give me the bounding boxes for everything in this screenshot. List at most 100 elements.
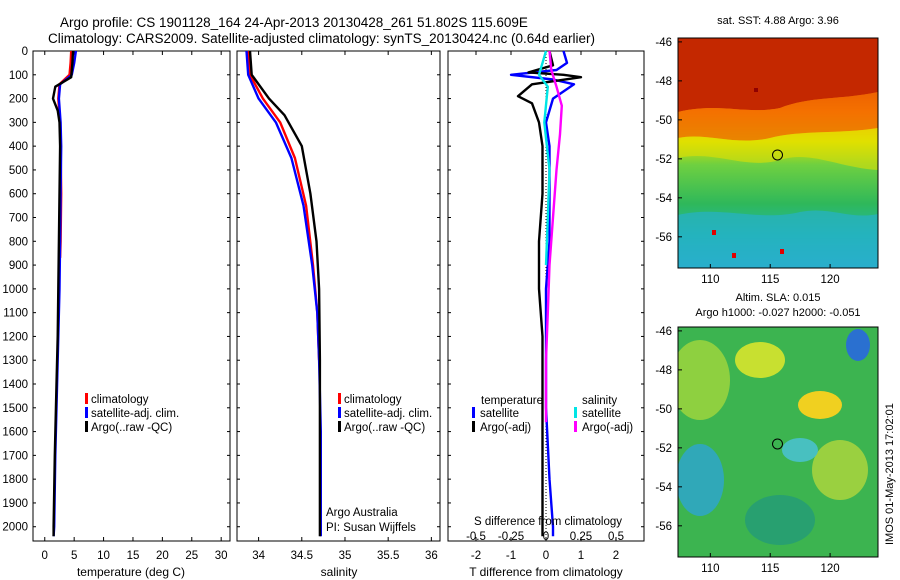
depth-tick-label: 2000	[2, 522, 28, 534]
map-lat-label: -46	[655, 326, 672, 338]
sst-map-field	[678, 38, 878, 268]
depth-tick-label: 300	[9, 117, 28, 129]
map-lat-label: -48	[655, 365, 672, 377]
sla-map-frame	[677, 326, 879, 558]
depth-tick-label: 200	[9, 94, 28, 106]
sst-pixel-4	[754, 88, 758, 92]
map-lon-label: 115	[761, 563, 779, 575]
x-tick-label: 1	[578, 550, 584, 562]
difference-top-label: S difference from climatology	[474, 516, 622, 528]
x-tick-label: -2	[471, 550, 481, 562]
x-tick-label: 35	[339, 550, 352, 562]
sst-map-frame	[677, 37, 879, 269]
depth-tick-label: 500	[9, 165, 28, 177]
salinity-legend: climatology satellite-adj. clim. Argo(..…	[338, 393, 432, 434]
sla-map-subtitle: Argo h1000: -0.027 h2000: -0.051	[695, 307, 860, 319]
header-line2: Climatology: CARS2009. Satellite-adjuste…	[48, 31, 595, 46]
legend-label-argo: Argo(..raw -QC)	[344, 422, 425, 434]
legend-title-temperature: temperature	[481, 395, 543, 407]
s-diff-tick-label: 0.25	[570, 531, 592, 543]
argo-location-marker	[772, 149, 784, 161]
series-line-salinity-satellite	[537, 50, 551, 266]
s-diff-tick-label: -0.5	[466, 531, 486, 543]
sla-anomaly-3	[798, 391, 842, 419]
sst-map-title: sat. SST: 4.88 Argo: 3.96	[717, 15, 839, 27]
sst-map-axes: -46 -48 -50 -52 -54 -56 110 115 120	[655, 37, 839, 286]
legend-label-temp-argo: Argo(-adj)	[480, 422, 531, 434]
depth-tick-label: 1600	[2, 427, 28, 439]
depth-tick-label: 600	[9, 189, 28, 201]
sla-map-field	[678, 327, 878, 557]
map-lat-label: -52	[655, 154, 672, 166]
legend-label-sal-satellite: satellite	[582, 408, 621, 420]
x-tick-label: 30	[215, 550, 228, 562]
x-tick-label: 0	[543, 550, 549, 562]
temperature-xlabel: temperature (deg C)	[77, 565, 185, 579]
x-tick-label: 34.5	[291, 550, 313, 562]
sla-anomaly-8	[782, 438, 818, 462]
legend-swatch-sal-argo	[574, 421, 577, 432]
depth-tick-label: 1000	[2, 284, 28, 296]
legend-swatch-argo	[85, 421, 88, 432]
depth-axis: 0 100 200 300 400 500 600 700 800 900 1000 1100 1200…	[2, 46, 28, 534]
legend-title-salinity: salinity	[582, 395, 617, 407]
x-tick-label: 36	[425, 550, 438, 562]
series-line-temperature-argo-adj-	[516, 50, 583, 537]
series-line-temperature-satellite	[509, 50, 576, 537]
sla-anomaly-7	[812, 440, 868, 500]
map-lat-label: -50	[655, 115, 672, 127]
depth-tick-label: 0	[22, 46, 28, 58]
sla-map-title: Altim. SLA: 0.015	[736, 292, 821, 304]
sla-anomaly-4	[846, 329, 870, 361]
depth-tick-label: 400	[9, 141, 28, 153]
salinity-panel-frame	[236, 50, 441, 542]
sla-anomaly-1	[678, 340, 730, 420]
x-tick-label: 10	[97, 550, 110, 562]
series-line-salinity-argo-adj-	[544, 50, 563, 423]
x-tick-label: 25	[185, 550, 198, 562]
legend-label-satellite: satellite-adj. clim.	[344, 408, 432, 420]
s-diff-tick-label: 0.5	[608, 531, 624, 543]
map-lat-label: -50	[655, 404, 672, 416]
x-tick-label: 5	[71, 550, 77, 562]
temperature-legend: climatology satellite-adj. clim. Argo(..…	[85, 393, 179, 434]
map-lat-label: -56	[655, 232, 672, 244]
temperature-panel-frame	[32, 50, 231, 542]
map-lat-label: -52	[655, 443, 672, 455]
x-tick-label: 15	[127, 550, 140, 562]
depth-tick-label: 1100	[3, 308, 28, 320]
map-lat-label: -54	[655, 482, 672, 494]
depth-tick-label: 100	[9, 70, 28, 82]
map-lon-label: 115	[761, 274, 779, 286]
series-line-satellite-adj-clim-	[52, 50, 78, 537]
map-lat-label: -46	[655, 37, 672, 49]
map-lon-label: 110	[701, 274, 719, 286]
depth-tick-label: 700	[9, 213, 28, 225]
legend-swatch-temp-argo	[472, 421, 475, 432]
sst-yellow-band	[678, 128, 878, 170]
difference-legend: temperature salinity satellite Argo(-adj…	[472, 395, 633, 434]
sst-pixel-2	[732, 253, 736, 258]
sla-anomaly-6	[745, 495, 815, 545]
depth-tick-label: 1800	[2, 474, 28, 486]
map-lon-label: 120	[821, 563, 840, 575]
series-line-argo-raw-qc-	[51, 50, 75, 537]
legend-label-climatology: climatology	[91, 394, 149, 406]
sst-cool-band	[678, 210, 878, 268]
legend-label-climatology: climatology	[344, 394, 402, 406]
depth-tick-label: 1200	[2, 331, 28, 343]
difference-xlabel: T difference from climatology	[469, 565, 623, 579]
x-tick-label: 35.5	[377, 550, 399, 562]
map-lon-label: 110	[701, 563, 719, 575]
sst-warm-band	[678, 38, 878, 112]
depth-tick-label: 1300	[2, 355, 28, 367]
legend-label-temp-satellite: satellite	[480, 408, 519, 420]
salinity-xlabel: salinity	[321, 565, 358, 579]
depth-tick-label: 900	[9, 260, 28, 272]
series-line-satellite-adj-clim-	[245, 50, 322, 537]
sla-anomaly-2	[735, 342, 785, 378]
map-lat-label: -54	[655, 193, 672, 205]
map-lat-label: -56	[655, 521, 672, 533]
legend-label-satellite: satellite-adj. clim.	[91, 408, 179, 420]
